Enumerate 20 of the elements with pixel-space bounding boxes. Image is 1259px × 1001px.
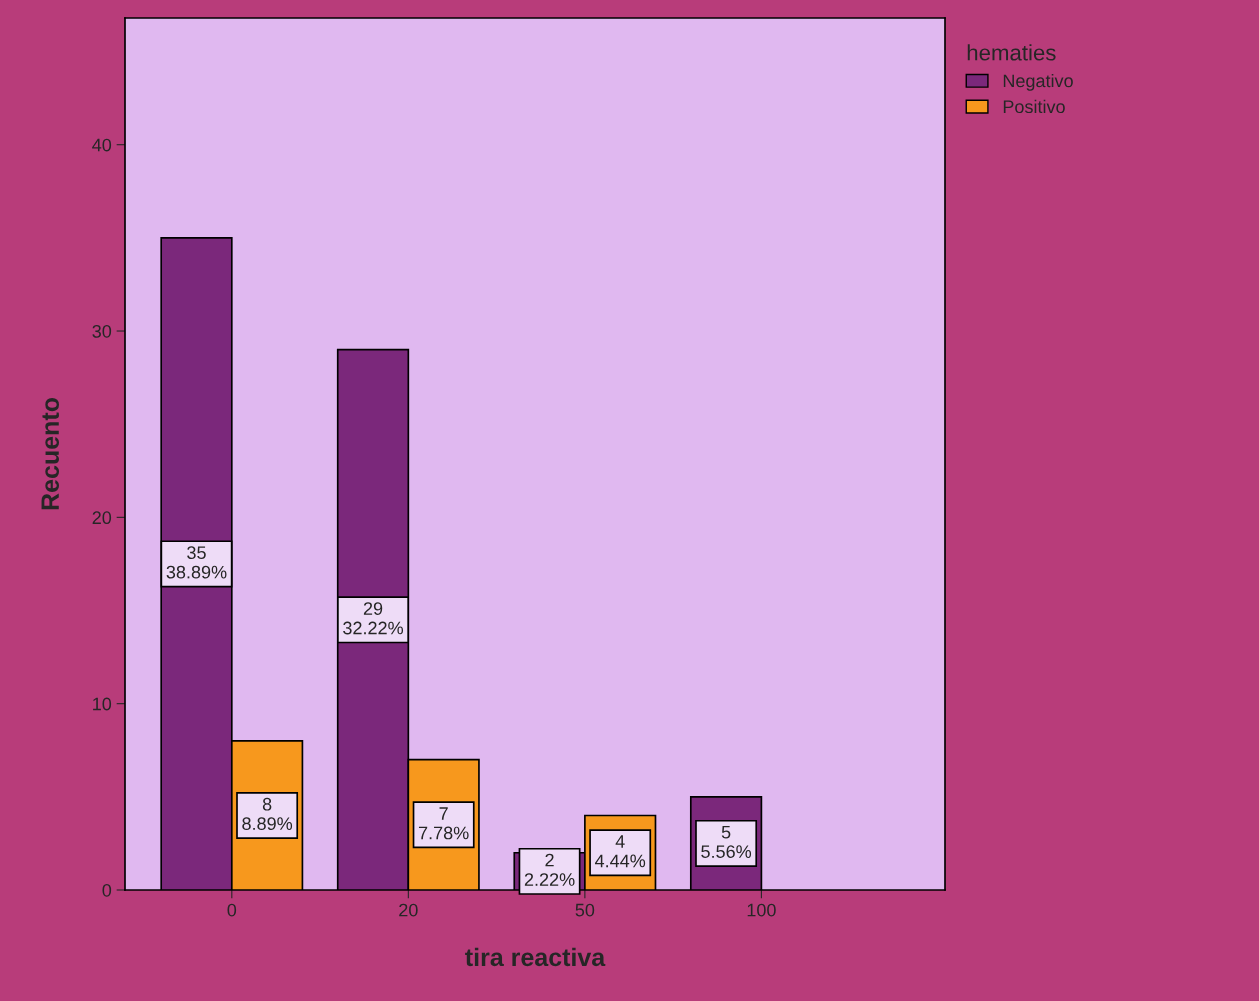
- legend-label: Positivo: [1003, 99, 1065, 114]
- x-axis-title: tira reactiva: [465, 947, 606, 967]
- y-tick-label: 40: [92, 138, 112, 152]
- legend-label: Negativo: [1003, 73, 1073, 91]
- data-label: 29 32.22%: [343, 602, 404, 635]
- data-label: 5 5.56%: [701, 825, 752, 858]
- y-tick-label: 0: [102, 883, 112, 897]
- y-axis-title: Recuento: [41, 398, 60, 510]
- x-tick-label: 20: [399, 903, 418, 917]
- y-tick-label: 10: [93, 697, 112, 711]
- legend-title: hematies: [967, 44, 1056, 61]
- x-tick-label: 100: [747, 903, 776, 917]
- data-label: 7 7.78%: [418, 807, 469, 840]
- data-label: 8 8.89%: [242, 797, 293, 831]
- data-label: 4 4.44%: [595, 835, 646, 868]
- x-tick-label: 0: [227, 903, 237, 917]
- y-tick-label: 30: [92, 324, 112, 338]
- y-tick-label: 20: [92, 511, 112, 525]
- data-label: 35 38.89%: [166, 546, 227, 579]
- x-tick-label: 50: [575, 903, 595, 917]
